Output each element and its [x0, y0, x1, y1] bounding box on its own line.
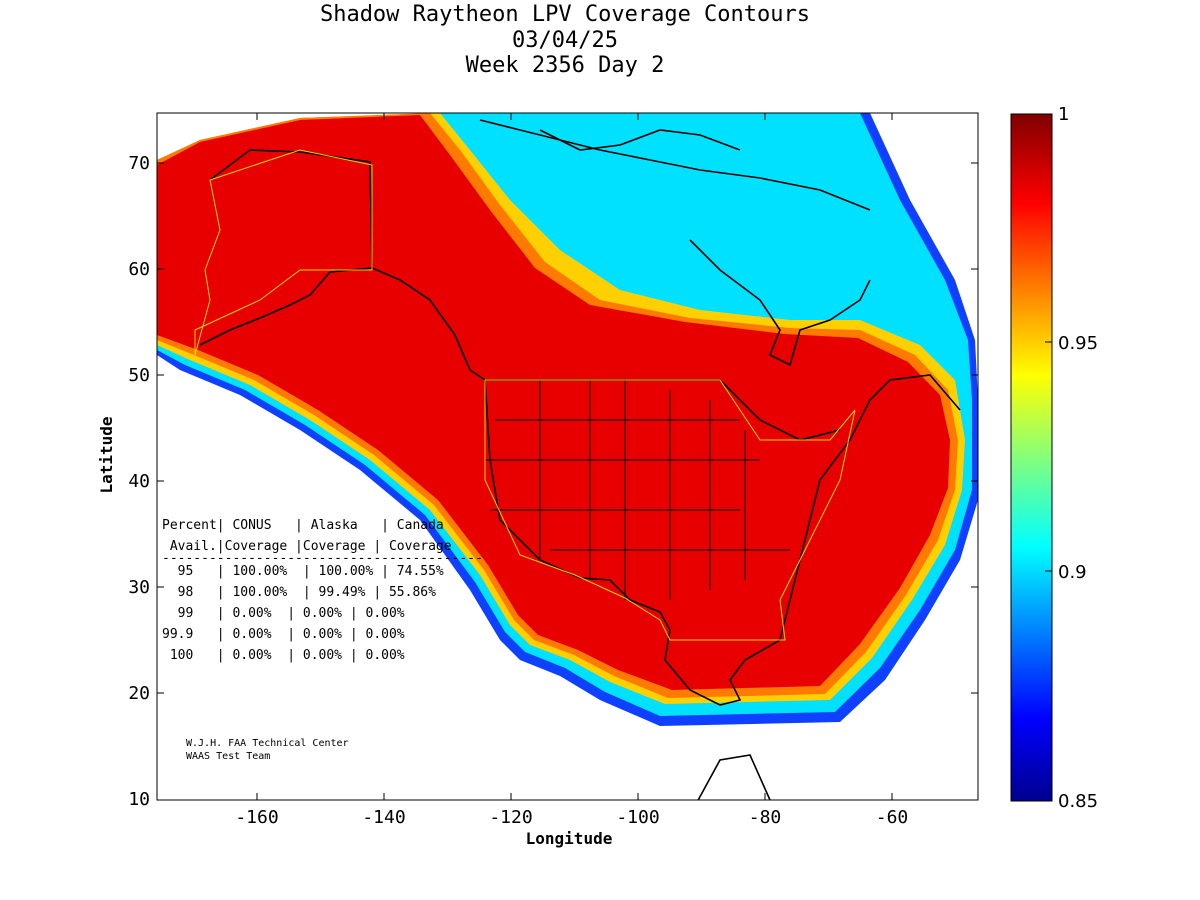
table-row: 99 | 0.00% | 0.00% | 0.00%: [162, 606, 405, 621]
coverage-band-high: [157, 115, 950, 690]
colorbar-tick-label: 0.85: [1058, 791, 1098, 812]
y-tick-label: 60: [128, 259, 150, 280]
colorbar-ticks: [1045, 341, 1052, 572]
y-tick-label: 10: [128, 789, 150, 810]
chart-date: 03/04/25: [512, 28, 618, 53]
x-tick-label: -60: [876, 807, 909, 828]
colorbar-tick-label: 1: [1058, 104, 1069, 125]
colorbar-tick-label: 0.95: [1058, 333, 1098, 354]
y-tick-label: 50: [128, 365, 150, 386]
table-header-2: Avail.|Coverage |Coverage | Coverage: [162, 539, 452, 554]
coverage-table: Percent| CONUS | Alaska | Canada Avail.|…: [162, 515, 483, 666]
coverage-contours: [157, 113, 978, 800]
credit-line-2: WAAS Test Team: [186, 751, 271, 762]
table-header-1: Percent| CONUS | Alaska | Canada: [162, 518, 444, 533]
y-ticks: [157, 162, 978, 694]
chart-week-day: Week 2356 Day 2: [465, 53, 665, 78]
x-tick-label: -120: [489, 807, 532, 828]
region-outlines: [194, 149, 856, 641]
table-separator: ----------------------------------------…: [162, 557, 483, 561]
x-ticks: [256, 113, 893, 800]
table-row: 99.9 | 0.00% | 0.00% | 0.00%: [162, 627, 405, 642]
y-tick-label: 20: [128, 683, 150, 704]
x-tick-label: -140: [362, 807, 405, 828]
plot-frame: [156, 112, 979, 801]
credit-line-1: W.J.H. FAA Technical Center: [186, 738, 349, 749]
colorbar-tick-labels: 1 0.95 0.9 0.85: [1058, 104, 1098, 812]
y-axis-label: Latitude: [97, 416, 116, 493]
coastlines: [199, 119, 961, 800]
table-row: 95 | 100.00% | 100.00% | 74.55%: [162, 564, 444, 579]
y-tick-labels: 70 60 50 40 30 20 10: [128, 153, 150, 810]
x-tick-label: -160: [235, 807, 278, 828]
table-row: 100 | 0.00% | 0.00% | 0.00%: [162, 648, 405, 663]
credit-block: W.J.H. FAA Technical Center WAAS Test Tea…: [186, 737, 349, 763]
table-row: 98 | 100.00% | 99.49% | 55.86%: [162, 585, 436, 600]
colorbar-tick-label: 0.9: [1058, 562, 1087, 583]
state-borders: [485, 380, 790, 600]
y-tick-label: 30: [128, 577, 150, 598]
colorbar: [1010, 113, 1053, 802]
y-tick-label: 70: [128, 153, 150, 174]
x-tick-label: -80: [749, 807, 782, 828]
chart-title: Shadow Raytheon LPV Coverage Contours: [319, 2, 811, 27]
y-tick-label: 40: [128, 471, 150, 492]
x-tick-label: -100: [616, 807, 659, 828]
x-axis-label: Longitude: [526, 829, 613, 848]
x-tick-labels: -160 -140 -120 -100 -80 -60: [235, 807, 908, 828]
